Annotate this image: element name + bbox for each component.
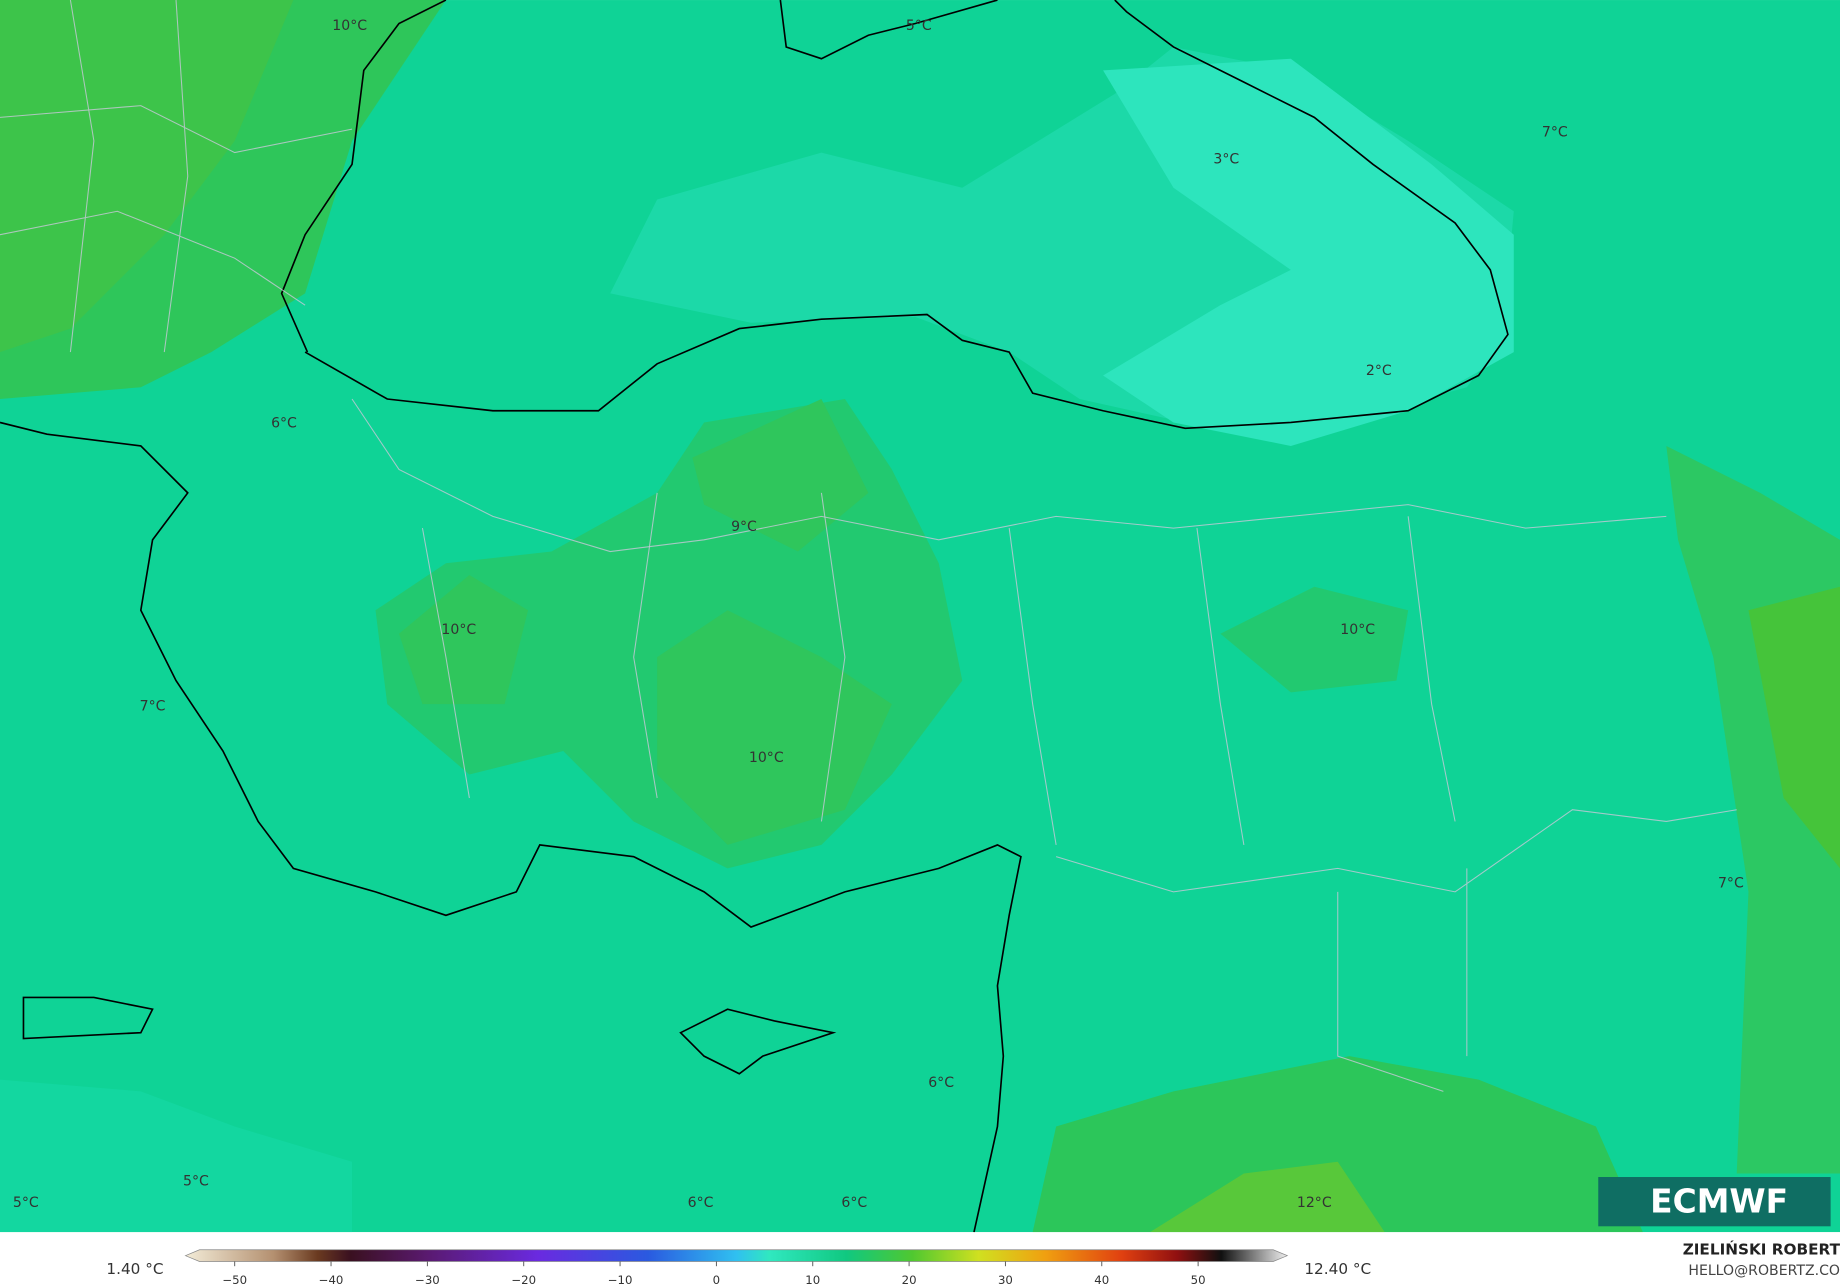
max-label: 12.40 °C: [1304, 1260, 1371, 1278]
colorbar-tick-label: −30: [415, 1273, 440, 1287]
colorbar-tick-label: −40: [319, 1273, 344, 1287]
author: ZIELIŃSKI ROBERT: [1683, 1239, 1840, 1258]
temperature-label: 7°C: [1542, 125, 1568, 141]
colorbar-tick-label: 0: [713, 1273, 720, 1287]
temperature-label: 7°C: [1718, 876, 1744, 892]
temperature-label: 6°C: [271, 416, 297, 432]
map-labels: 10°C 5°C 3°C 7°C 2°C 6°C 9°C 10°C 10°C 7°C 10°C 7°C…: [13, 18, 1744, 1211]
temperature-label: 10°C: [749, 750, 784, 766]
temperature-label: 7°C: [140, 698, 166, 714]
colorbar-bar: [184, 1249, 1289, 1262]
temperature-label: 2°C: [1366, 363, 1392, 379]
temperature-label: 5°C: [13, 1195, 39, 1211]
colorbar-tick-label: −10: [608, 1273, 633, 1287]
logo: ECMWF: [1598, 1177, 1831, 1227]
temperature-label: 5°C: [906, 18, 932, 34]
logo-text: ECMWF: [1650, 1182, 1788, 1220]
temperature-label: 6°C: [928, 1075, 954, 1091]
colorbar-tick-label: 20: [902, 1273, 917, 1287]
temperature-label: 6°C: [841, 1195, 867, 1211]
temperature-label: 10°C: [441, 622, 476, 638]
min-label: 1.40 °C: [106, 1260, 163, 1278]
coastlines: [0, 0, 1509, 1233]
colorbar-tick-label: 30: [998, 1273, 1013, 1287]
colorbar-tick-label: −50: [222, 1273, 247, 1287]
colorbar-tick-label: 40: [1094, 1273, 1109, 1287]
temperature-label: 3°C: [1213, 152, 1239, 168]
colorbar-tick-label: −20: [511, 1273, 536, 1287]
colorbar: −50 −40 −30 −20 −10 0 10 20 30 40 50: [184, 1249, 1289, 1287]
temperature-label: 10°C: [1340, 622, 1375, 638]
temperature-label: 6°C: [688, 1195, 714, 1211]
map-fill: [0, 0, 1840, 1233]
temperature-label: 5°C: [183, 1174, 209, 1190]
colorbar-tick-label: 50: [1191, 1273, 1206, 1287]
temperature-label: 9°C: [731, 519, 757, 535]
temperature-label: 10°C: [332, 18, 367, 34]
borders: [0, 0, 1737, 1092]
colorbar-tick-label: 10: [805, 1273, 820, 1287]
temperature-label: 12°C: [1297, 1195, 1332, 1211]
email: HELLO@ROBERTZ.CO: [1688, 1263, 1840, 1279]
